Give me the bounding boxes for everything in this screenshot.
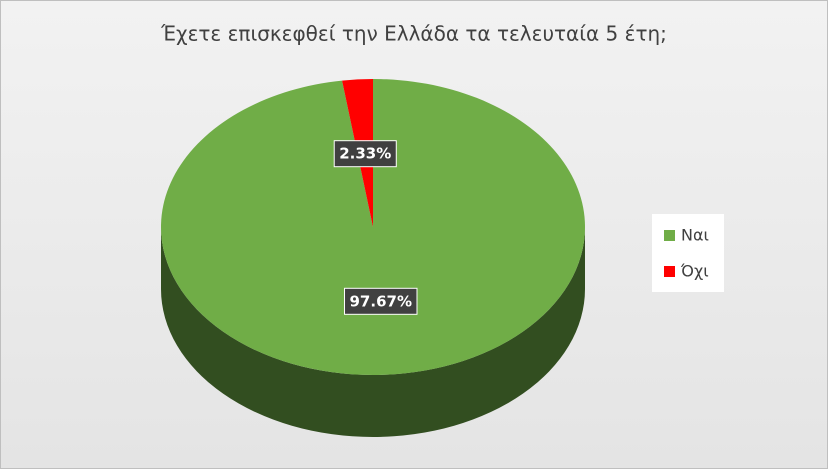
legend-label: Ναι — [681, 226, 709, 245]
data-label-box — [333, 140, 397, 168]
legend-label: Όχι — [680, 262, 709, 281]
data-label: 2.33% — [339, 145, 391, 163]
chart-title: Έχετε επισκεφθεί την Ελλάδα τα τελευταία… — [160, 22, 667, 46]
pie-slice — [160, 79, 585, 376]
pie-side — [161, 227, 585, 437]
legend-marker — [664, 266, 675, 277]
legend-box — [652, 214, 724, 292]
legend-marker — [664, 230, 675, 241]
data-label-box — [344, 287, 418, 315]
data-label: 97.67% — [350, 292, 412, 310]
